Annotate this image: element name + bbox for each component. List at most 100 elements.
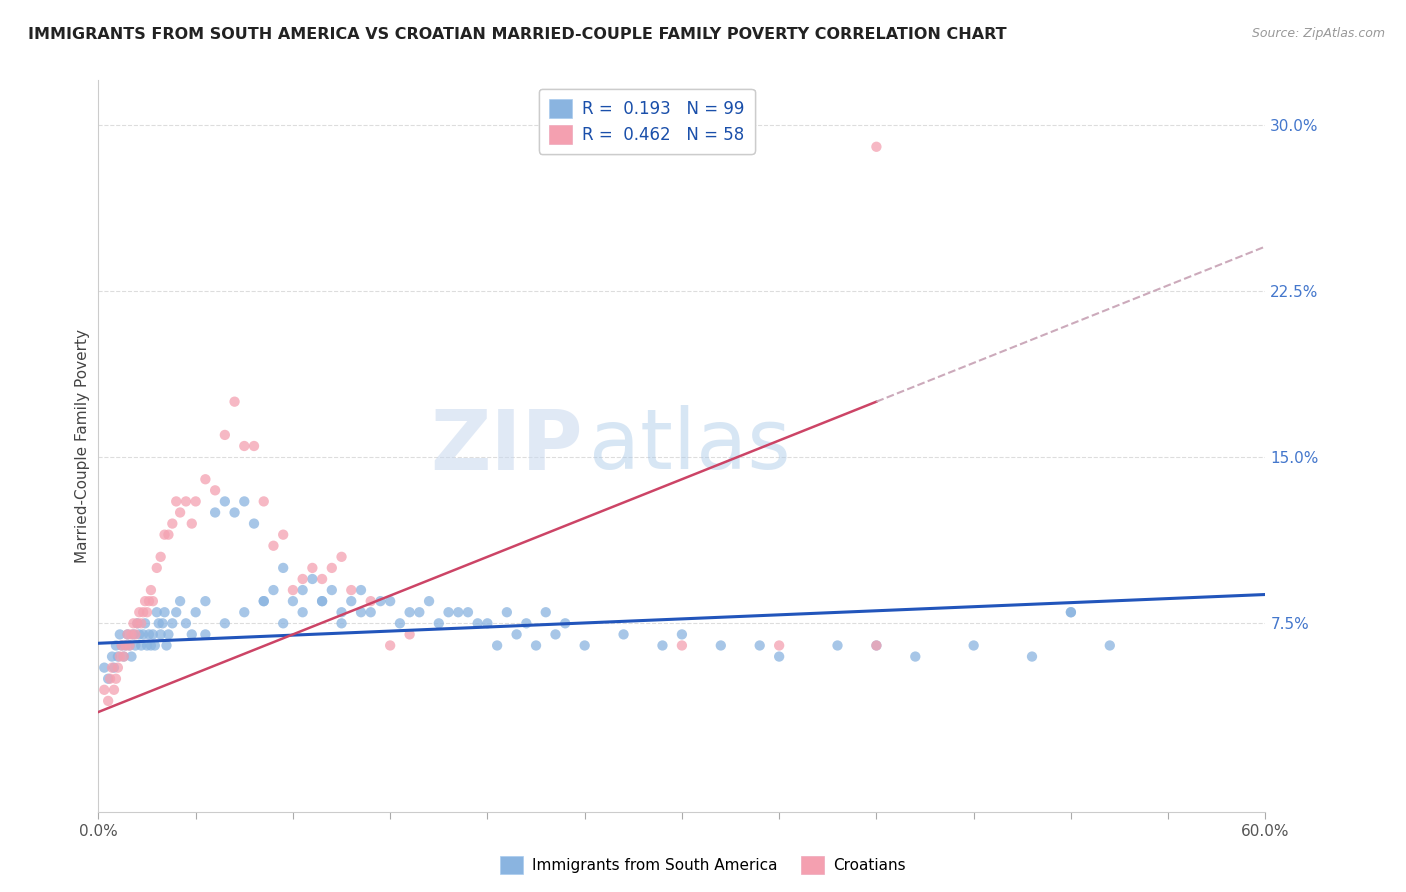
- Point: [311, 572, 333, 586]
- Point: [671, 639, 693, 653]
- Point: [101, 649, 124, 664]
- Point: [169, 594, 191, 608]
- Point: [138, 627, 160, 641]
- Point: [243, 439, 266, 453]
- Point: [477, 616, 499, 631]
- Point: [768, 649, 790, 664]
- Point: [904, 649, 927, 664]
- Point: [447, 605, 470, 619]
- Point: [748, 639, 770, 653]
- Point: [330, 549, 353, 564]
- Point: [486, 639, 509, 653]
- Point: [398, 627, 420, 641]
- Point: [271, 527, 294, 541]
- Point: [162, 616, 184, 631]
- Point: [127, 616, 149, 631]
- Text: ZIP: ZIP: [430, 406, 582, 486]
- Point: [148, 616, 170, 631]
- Point: [122, 616, 145, 631]
- Point: [613, 627, 636, 641]
- Point: [98, 672, 121, 686]
- Point: [134, 616, 156, 631]
- Point: [101, 660, 124, 674]
- Point: [224, 394, 246, 409]
- Point: [194, 472, 217, 486]
- Point: [128, 605, 150, 619]
- Point: [330, 605, 353, 619]
- Point: [457, 605, 479, 619]
- Point: [146, 605, 169, 619]
- Point: [214, 428, 236, 442]
- Point: [388, 616, 411, 631]
- Point: [291, 605, 314, 619]
- Point: [350, 583, 373, 598]
- Legend: Immigrants from South America, Croatians: Immigrants from South America, Croatians: [495, 850, 911, 880]
- Point: [398, 605, 420, 619]
- Point: [380, 639, 402, 653]
- Point: [114, 639, 136, 653]
- Point: [174, 616, 197, 631]
- Point: [180, 627, 202, 641]
- Point: [524, 639, 547, 653]
- Point: [214, 494, 236, 508]
- Point: [184, 494, 207, 508]
- Point: [253, 494, 276, 508]
- Point: [370, 594, 392, 608]
- Point: [93, 660, 115, 674]
- Point: [139, 583, 162, 598]
- Point: [142, 627, 165, 641]
- Point: [165, 494, 187, 508]
- Point: [1021, 649, 1043, 664]
- Text: atlas: atlas: [589, 406, 790, 486]
- Point: [124, 639, 146, 653]
- Legend: R =  0.193   N = 99, R =  0.462   N = 58: R = 0.193 N = 99, R = 0.462 N = 58: [538, 88, 755, 153]
- Point: [112, 649, 135, 664]
- Point: [118, 639, 141, 653]
- Point: [108, 627, 131, 641]
- Point: [112, 649, 135, 664]
- Point: [427, 616, 450, 631]
- Point: [146, 561, 169, 575]
- Point: [224, 506, 246, 520]
- Point: [111, 639, 134, 653]
- Point: [132, 627, 155, 641]
- Point: [204, 506, 226, 520]
- Point: [380, 594, 402, 608]
- Point: [108, 649, 131, 664]
- Point: [233, 605, 256, 619]
- Point: [651, 639, 673, 653]
- Point: [233, 439, 256, 453]
- Point: [149, 627, 172, 641]
- Point: [408, 605, 430, 619]
- Point: [360, 594, 382, 608]
- Point: [184, 605, 207, 619]
- Point: [262, 583, 284, 598]
- Point: [132, 605, 155, 619]
- Point: [253, 594, 276, 608]
- Point: [128, 627, 150, 641]
- Point: [129, 639, 152, 653]
- Point: [554, 616, 576, 631]
- Point: [311, 594, 333, 608]
- Point: [233, 494, 256, 508]
- Point: [340, 583, 363, 598]
- Point: [291, 583, 314, 598]
- Point: [180, 516, 202, 531]
- Point: [107, 649, 129, 664]
- Point: [136, 605, 159, 619]
- Point: [134, 594, 156, 608]
- Point: [418, 594, 440, 608]
- Point: [143, 639, 166, 653]
- Point: [710, 639, 733, 653]
- Point: [118, 639, 141, 653]
- Point: [152, 616, 174, 631]
- Point: [1098, 639, 1121, 653]
- Point: [467, 616, 489, 631]
- Point: [360, 605, 382, 619]
- Point: [768, 639, 790, 653]
- Point: [107, 660, 129, 674]
- Point: [174, 494, 197, 508]
- Point: [194, 627, 217, 641]
- Point: [827, 639, 849, 653]
- Point: [291, 572, 314, 586]
